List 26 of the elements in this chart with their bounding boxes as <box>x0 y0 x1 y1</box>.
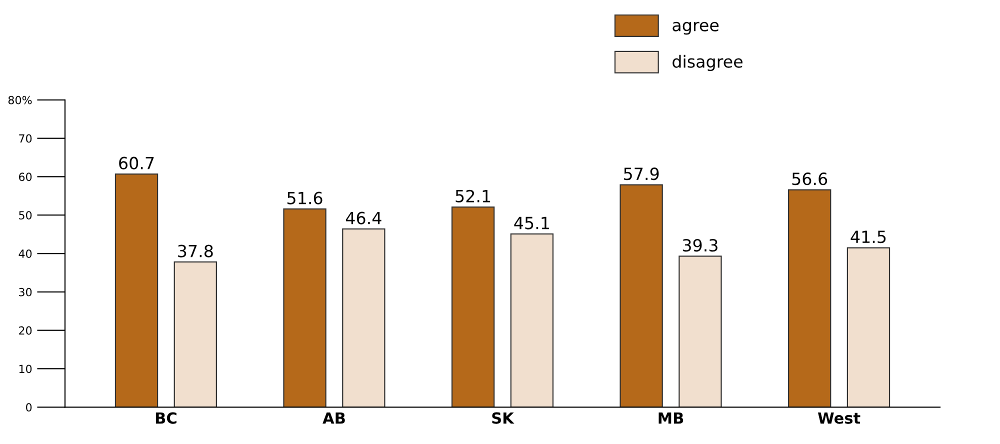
data-label: 45.1 <box>514 216 549 230</box>
legend-label: agree <box>672 22 719 35</box>
y-tick-label: 0 <box>26 403 32 412</box>
y-tick-label: 70 <box>19 134 32 143</box>
y-tick-label: 60 <box>19 172 32 182</box>
y-tick-label: 80% <box>8 96 32 104</box>
y-tick-label: 40 <box>18 250 32 258</box>
y-tick-label: 10 <box>19 364 32 374</box>
y-tick-label: 50 <box>19 211 32 220</box>
data-label: 37.8 <box>178 244 213 258</box>
data-label: 57.9 <box>624 168 659 180</box>
data-label: 52.1 <box>456 190 490 202</box>
data-label: 56.6 <box>792 172 828 186</box>
data-label: 51.6 <box>288 192 322 204</box>
data-label: 60.7 <box>119 156 154 170</box>
data-label: 41.5 <box>850 230 886 244</box>
data-label: 46.4 <box>346 212 382 224</box>
x-tick-label: SK <box>492 412 514 424</box>
data-label: 39.3 <box>682 238 718 252</box>
x-tick-label: West <box>818 412 860 424</box>
x-tick-label: MB <box>658 412 684 424</box>
legend-label: disagree <box>672 54 742 72</box>
y-tick-label: 30 <box>19 288 32 296</box>
x-tick-label: AB <box>322 412 345 424</box>
y-tick-label: 20 <box>19 326 32 335</box>
x-tick-label: BC <box>156 412 176 424</box>
